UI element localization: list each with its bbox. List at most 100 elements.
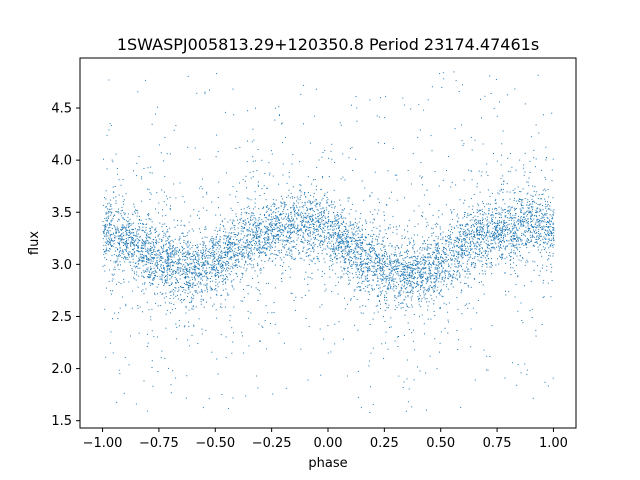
data-point (466, 235, 468, 237)
data-point (176, 262, 178, 264)
data-point (399, 253, 401, 255)
data-point (107, 208, 109, 210)
data-point (179, 242, 181, 244)
data-point (239, 182, 240, 184)
data-point (477, 234, 479, 236)
data-point (547, 221, 549, 223)
data-point (393, 268, 395, 270)
data-point (377, 280, 379, 282)
data-point (216, 253, 218, 255)
data-point (331, 201, 333, 203)
data-point (248, 253, 249, 255)
data-point (421, 249, 423, 251)
data-point (250, 215, 252, 217)
data-point (404, 261, 406, 263)
data-point (334, 234, 336, 235)
data-point (378, 264, 380, 266)
data-point (271, 242, 273, 244)
data-point (418, 293, 420, 295)
data-point (320, 240, 322, 242)
data-point (507, 212, 509, 214)
data-point (528, 208, 530, 210)
data-point (548, 221, 550, 223)
data-point (332, 226, 334, 228)
data-point (526, 247, 528, 249)
data-point (192, 306, 194, 308)
data-point (261, 247, 263, 249)
data-point (406, 263, 408, 264)
data-point (298, 209, 300, 211)
data-point (112, 240, 114, 242)
data-point (138, 332, 140, 334)
data-point (536, 239, 538, 240)
data-point (225, 336, 227, 338)
data-point (524, 264, 526, 266)
data-point (154, 277, 155, 279)
data-point (337, 219, 339, 220)
data-point (377, 294, 379, 296)
data-point (488, 244, 490, 246)
data-point (268, 215, 270, 217)
data-point (209, 255, 211, 257)
data-point (511, 166, 513, 168)
data-point (401, 264, 403, 265)
data-point (197, 246, 199, 248)
data-point (493, 107, 495, 109)
data-point (521, 201, 523, 203)
data-point (541, 324, 543, 325)
data-point (252, 225, 254, 227)
data-point (457, 227, 459, 229)
data-point (212, 242, 214, 244)
data-point (294, 257, 296, 259)
data-point (439, 342, 441, 344)
data-point (485, 262, 487, 264)
data-point (365, 251, 367, 253)
data-point (108, 242, 110, 244)
data-point (287, 195, 289, 197)
data-point (407, 281, 409, 283)
data-point (252, 264, 254, 266)
data-point (167, 231, 169, 233)
data-point (425, 256, 427, 258)
data-point (478, 282, 480, 283)
data-point (185, 289, 187, 291)
data-point (399, 295, 401, 297)
data-point (437, 250, 439, 252)
data-point (433, 290, 435, 292)
data-point (384, 263, 386, 264)
data-point (195, 274, 197, 276)
data-point (203, 254, 205, 256)
data-point (382, 271, 384, 273)
data-point (261, 219, 263, 221)
data-point (125, 243, 127, 245)
data-point (501, 209, 503, 211)
data-point (512, 214, 514, 216)
data-point (382, 279, 384, 281)
data-point (403, 381, 405, 383)
data-point (151, 227, 153, 229)
data-point (415, 286, 417, 287)
data-point (284, 202, 286, 203)
data-point (407, 275, 409, 277)
data-point (221, 268, 223, 269)
data-point (291, 217, 293, 219)
data-point (382, 237, 384, 239)
data-point (249, 241, 251, 243)
data-point (257, 233, 259, 235)
data-point (443, 261, 445, 263)
data-point (373, 265, 375, 267)
data-point (413, 234, 415, 236)
data-point (408, 238, 410, 240)
data-point (165, 243, 167, 245)
data-point (436, 256, 438, 258)
data-point (317, 230, 319, 232)
data-point (192, 308, 194, 310)
data-point (319, 212, 321, 214)
data-point (369, 268, 371, 270)
data-point (332, 269, 334, 271)
data-point (223, 235, 225, 237)
data-point (501, 143, 503, 145)
data-point (246, 239, 248, 241)
data-point (419, 275, 421, 277)
data-point (109, 230, 111, 232)
